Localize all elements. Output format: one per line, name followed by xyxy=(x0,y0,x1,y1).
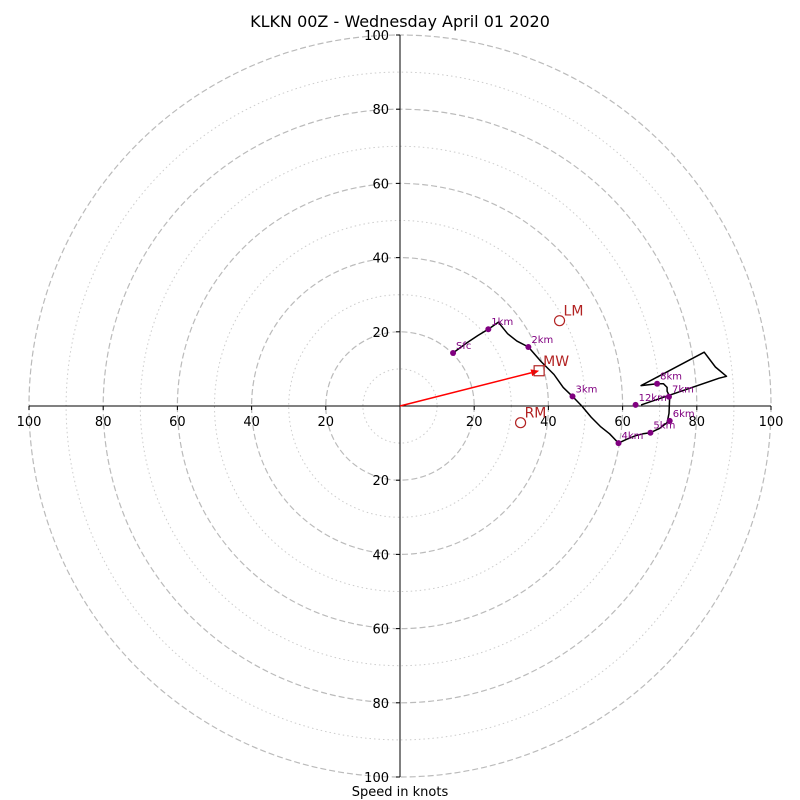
y-tick-label: 80 xyxy=(372,103,389,118)
height-marker xyxy=(666,417,673,424)
x-tick-label: 60 xyxy=(614,415,631,430)
height-marker xyxy=(615,440,622,447)
storm-motion-label: RM xyxy=(525,406,547,422)
x-tick-label: 80 xyxy=(95,415,112,430)
hodograph-line xyxy=(452,321,728,444)
height-marker xyxy=(569,393,576,400)
y-tick-label: 40 xyxy=(372,548,389,563)
height-label: 5km xyxy=(653,421,675,432)
y-tick-label: 20 xyxy=(372,474,389,489)
x-tick-label: 40 xyxy=(243,415,260,430)
x-tick-label: 40 xyxy=(540,415,557,430)
storm-motion-marker xyxy=(553,315,566,327)
y-tick-label: 60 xyxy=(372,177,389,192)
storm-motion-label: MW xyxy=(543,354,569,370)
height-marker xyxy=(647,429,654,436)
x-axis-label: Speed in knots xyxy=(352,785,449,800)
y-tick-label: 60 xyxy=(372,623,389,638)
height-label: 12km xyxy=(639,393,667,404)
height-label: 8km xyxy=(660,372,682,383)
y-tick-label: 100 xyxy=(364,29,389,44)
height-label: Sfc xyxy=(456,341,471,352)
height-label: 4km xyxy=(622,431,644,442)
chart-title: KLKN 00Z - Wednesday April 01 2020 xyxy=(250,12,550,31)
storm-motion-marker xyxy=(533,365,545,377)
x-tick-label: 20 xyxy=(318,415,335,430)
x-tick-label: 20 xyxy=(466,415,483,430)
mean-wind-arrowhead xyxy=(530,369,540,377)
x-tick-label: 100 xyxy=(759,415,784,430)
wind-profile xyxy=(452,321,728,444)
tick-labels: 100 80 60 40 20 20 40 60 80 100 100 80 60 40 20 20 40 60 8… xyxy=(17,29,784,786)
storm-motion-marker xyxy=(514,417,527,429)
mean-wind-arrow xyxy=(399,371,532,407)
x-tick-label: 60 xyxy=(169,415,186,430)
height-label: 1km xyxy=(491,317,513,328)
height-marker xyxy=(525,344,532,351)
y-tick-label: 100 xyxy=(364,771,389,786)
height-label: 2km xyxy=(531,335,553,346)
x-tick-label: 100 xyxy=(17,415,42,430)
height-marker xyxy=(632,401,639,408)
storm-motions: LM MW RM xyxy=(399,304,584,429)
height-label: 3km xyxy=(576,384,598,395)
y-tick-label: 80 xyxy=(372,697,389,712)
y-tick-label: 20 xyxy=(372,326,389,341)
height-marker xyxy=(485,326,492,333)
height-marker xyxy=(665,393,672,400)
y-tick-label: 40 xyxy=(372,252,389,267)
storm-motion-label: LM xyxy=(564,304,584,320)
height-label: 6km xyxy=(673,409,695,420)
x-tick-label: 80 xyxy=(689,415,706,430)
height-marker xyxy=(450,349,457,356)
height-label: 7km xyxy=(672,385,694,396)
height-marker xyxy=(654,380,661,387)
